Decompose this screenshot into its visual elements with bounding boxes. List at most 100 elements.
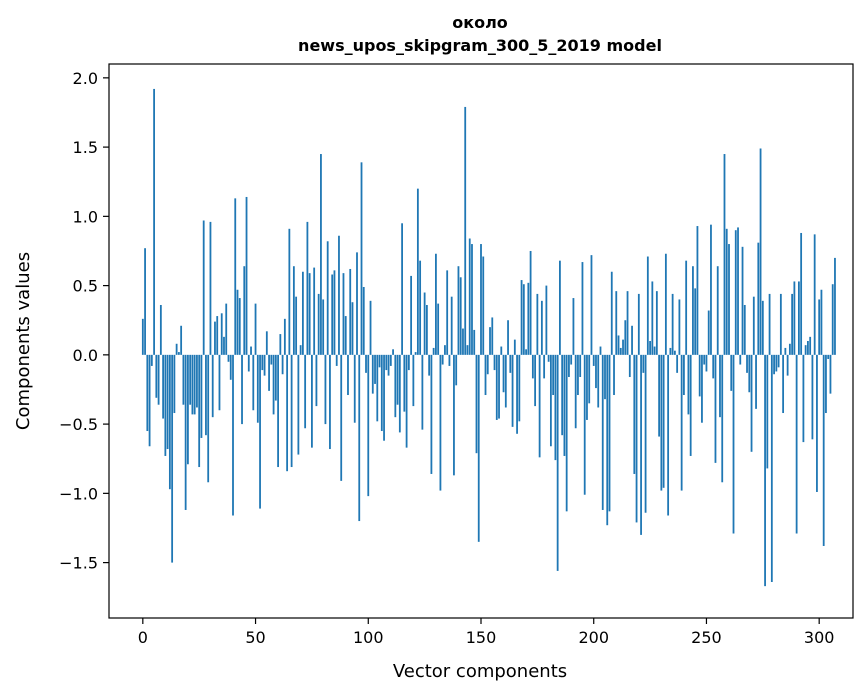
bar bbox=[405, 354, 408, 448]
bar bbox=[678, 299, 681, 355]
bar bbox=[162, 354, 165, 419]
bar bbox=[712, 354, 715, 379]
bar bbox=[633, 354, 636, 474]
bar bbox=[498, 354, 500, 419]
bar bbox=[583, 354, 586, 495]
bar bbox=[626, 291, 629, 355]
bar bbox=[144, 248, 146, 355]
bar bbox=[651, 281, 654, 355]
bar bbox=[534, 354, 537, 407]
bar bbox=[574, 354, 577, 429]
bar bbox=[547, 354, 550, 362]
bar bbox=[387, 354, 390, 376]
bar bbox=[159, 304, 162, 355]
bar bbox=[453, 354, 455, 476]
bar bbox=[807, 341, 809, 355]
bar bbox=[365, 354, 367, 373]
bar bbox=[401, 223, 403, 355]
bar bbox=[153, 88, 155, 355]
bar bbox=[511, 354, 514, 427]
bar bbox=[394, 354, 397, 418]
bar bbox=[635, 354, 638, 523]
bar bbox=[617, 335, 620, 355]
bar bbox=[527, 282, 530, 355]
bar bbox=[292, 266, 295, 355]
bar bbox=[570, 354, 573, 365]
bar bbox=[473, 329, 476, 355]
bar bbox=[646, 256, 649, 355]
bar bbox=[324, 354, 327, 425]
bar bbox=[737, 227, 739, 355]
bar bbox=[782, 354, 785, 414]
bar bbox=[746, 354, 748, 373]
bar bbox=[797, 281, 800, 355]
bar bbox=[383, 354, 385, 441]
bar bbox=[775, 354, 778, 372]
bar bbox=[732, 354, 735, 534]
bar bbox=[719, 354, 721, 418]
bar bbox=[770, 354, 773, 582]
bar bbox=[297, 354, 300, 455]
bar bbox=[615, 291, 618, 355]
bar bbox=[288, 228, 291, 355]
bar bbox=[628, 354, 631, 378]
bar bbox=[748, 354, 751, 393]
bar bbox=[385, 354, 388, 371]
bar bbox=[419, 260, 422, 355]
bar bbox=[516, 354, 518, 434]
bar bbox=[592, 354, 595, 366]
bar bbox=[425, 304, 428, 355]
x-tick-label: 50 bbox=[245, 628, 265, 647]
bar bbox=[353, 354, 356, 423]
bar bbox=[683, 354, 685, 396]
bar bbox=[507, 320, 509, 355]
bar bbox=[820, 289, 823, 355]
bar bbox=[673, 350, 676, 355]
bar bbox=[274, 354, 277, 401]
bar bbox=[791, 293, 794, 355]
x-tick-label: 200 bbox=[578, 628, 609, 647]
chart-title-line2: news_upos_skipgram_300_5_2019 model bbox=[298, 36, 662, 55]
bar bbox=[520, 280, 523, 355]
bar bbox=[173, 354, 176, 414]
bar bbox=[556, 354, 559, 571]
bar bbox=[286, 354, 289, 472]
bar bbox=[146, 354, 149, 432]
bar bbox=[464, 106, 467, 355]
bar bbox=[283, 318, 286, 355]
bar bbox=[189, 354, 192, 405]
bar bbox=[367, 354, 370, 497]
y-tick-label: 0.0 bbox=[73, 346, 98, 365]
bar bbox=[613, 354, 615, 396]
bar bbox=[676, 354, 679, 373]
bar bbox=[741, 246, 744, 355]
bar bbox=[809, 336, 812, 355]
bar bbox=[423, 292, 426, 355]
bar bbox=[216, 316, 219, 355]
bar bbox=[150, 354, 153, 366]
bar bbox=[356, 252, 358, 355]
bar bbox=[586, 354, 588, 420]
bar bbox=[759, 148, 762, 355]
bar bbox=[301, 271, 304, 355]
bar bbox=[155, 354, 158, 398]
bar bbox=[202, 220, 205, 355]
bar bbox=[241, 354, 243, 425]
bar bbox=[475, 354, 478, 454]
x-tick-label: 250 bbox=[691, 628, 722, 647]
bar bbox=[290, 354, 293, 468]
bar bbox=[692, 266, 694, 355]
y-tick-label: −1.0 bbox=[59, 484, 98, 503]
bar bbox=[831, 284, 834, 355]
bar bbox=[568, 354, 570, 378]
bar bbox=[504, 354, 507, 408]
bar bbox=[811, 354, 814, 440]
bar bbox=[757, 242, 760, 355]
bar bbox=[358, 354, 361, 522]
x-axis-ticks: 0 50 100 150 200 250 300 bbox=[138, 618, 834, 647]
bar bbox=[581, 262, 584, 355]
bar bbox=[698, 354, 701, 397]
bar bbox=[268, 354, 270, 391]
bar bbox=[171, 354, 174, 563]
bar bbox=[687, 354, 690, 415]
